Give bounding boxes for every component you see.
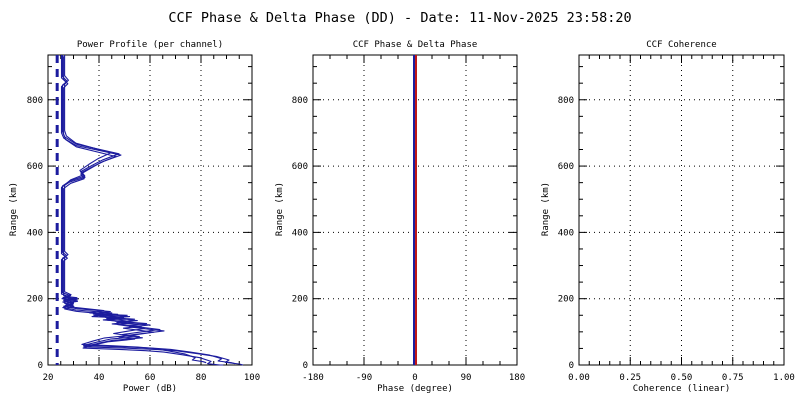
y-tick-label: 400 xyxy=(292,228,308,238)
tick-labels: 20 40 60 80 100 0 200 400 600 800 xyxy=(27,96,260,383)
y-axis-label-range-2: Range (km) xyxy=(275,181,285,237)
grid-lines xyxy=(48,55,252,365)
panel-title-ccf-phase: CCF Phase & Delta Phase xyxy=(352,40,478,50)
channel-3-trace xyxy=(63,56,224,366)
y-tick-label: 600 xyxy=(27,162,43,172)
y-tick-label: 800 xyxy=(558,96,574,106)
y-axis-label-range-1: Range (km) xyxy=(9,181,19,237)
channel-1-trace xyxy=(60,55,244,366)
y-axis-label-range-3: Range (km) xyxy=(541,181,551,237)
y-tick-label: 600 xyxy=(558,162,574,172)
x-tick-label: -180 xyxy=(302,373,324,383)
y-tick-label: 0 xyxy=(303,361,308,371)
x-axis-label-coherence: Coherence (linear) xyxy=(632,384,731,394)
x-tick-label: 1.00 xyxy=(773,373,795,383)
tick-labels: -180 -90 0 90 180 0 200 400 600 800 xyxy=(292,96,525,383)
y-tick-label: 200 xyxy=(27,295,43,305)
x-tick-label: 60 xyxy=(145,373,156,383)
y-tick-label: 400 xyxy=(27,228,43,238)
x-axis-label-power: Power (dB) xyxy=(122,384,178,394)
x-tick-label: 0.25 xyxy=(619,373,641,383)
main-title: CCF Phase & Delta Phase (DD) - Date: 11-… xyxy=(168,10,632,26)
y-tick-label: 200 xyxy=(558,295,574,305)
y-tick-label: 600 xyxy=(292,162,308,172)
y-tick-label: 0 xyxy=(38,361,43,371)
channel-2-trace xyxy=(61,55,236,365)
x-axis-label-phase: Phase (degree) xyxy=(377,384,453,394)
x-tick-label: 100 xyxy=(244,373,260,383)
x-tick-label: 90 xyxy=(461,373,472,383)
y-tick-label: 400 xyxy=(558,228,574,238)
x-tick-label: -90 xyxy=(356,373,372,383)
channel-4-trace xyxy=(64,55,207,364)
x-tick-label: 0 xyxy=(412,373,417,383)
x-tick-label: 0.00 xyxy=(568,373,590,383)
panel-3: 0.00 0.25 0.50 0.75 1.00 0 200 400 600 800 xyxy=(558,54,795,383)
panel-title-ccf-coherence: CCF Coherence xyxy=(646,40,717,50)
y-tick-label: 800 xyxy=(292,96,308,106)
x-tick-label: 180 xyxy=(509,373,525,383)
x-tick-label: 40 xyxy=(94,373,105,383)
y-tick-label: 200 xyxy=(292,295,308,305)
x-tick-label: 0.75 xyxy=(722,373,744,383)
grid-lines xyxy=(579,55,784,365)
panel-title-power-profile: Power Profile (per channel) xyxy=(76,40,224,50)
plot-frame xyxy=(47,54,253,366)
x-tick-label: 0.50 xyxy=(671,373,693,383)
y-tick-label: 0 xyxy=(569,361,574,371)
x-tick-label: 80 xyxy=(196,373,207,383)
plot-frame xyxy=(578,54,785,366)
y-tick-label: 800 xyxy=(27,96,43,106)
tick-labels: 0.00 0.25 0.50 0.75 1.00 0 200 400 600 800 xyxy=(558,96,795,383)
panel-1: 20 40 60 80 100 0 200 400 600 800 xyxy=(27,54,260,383)
panel-2: -180 -90 0 90 180 0 200 400 600 800 xyxy=(292,54,525,383)
x-tick-label: 20 xyxy=(43,373,54,383)
